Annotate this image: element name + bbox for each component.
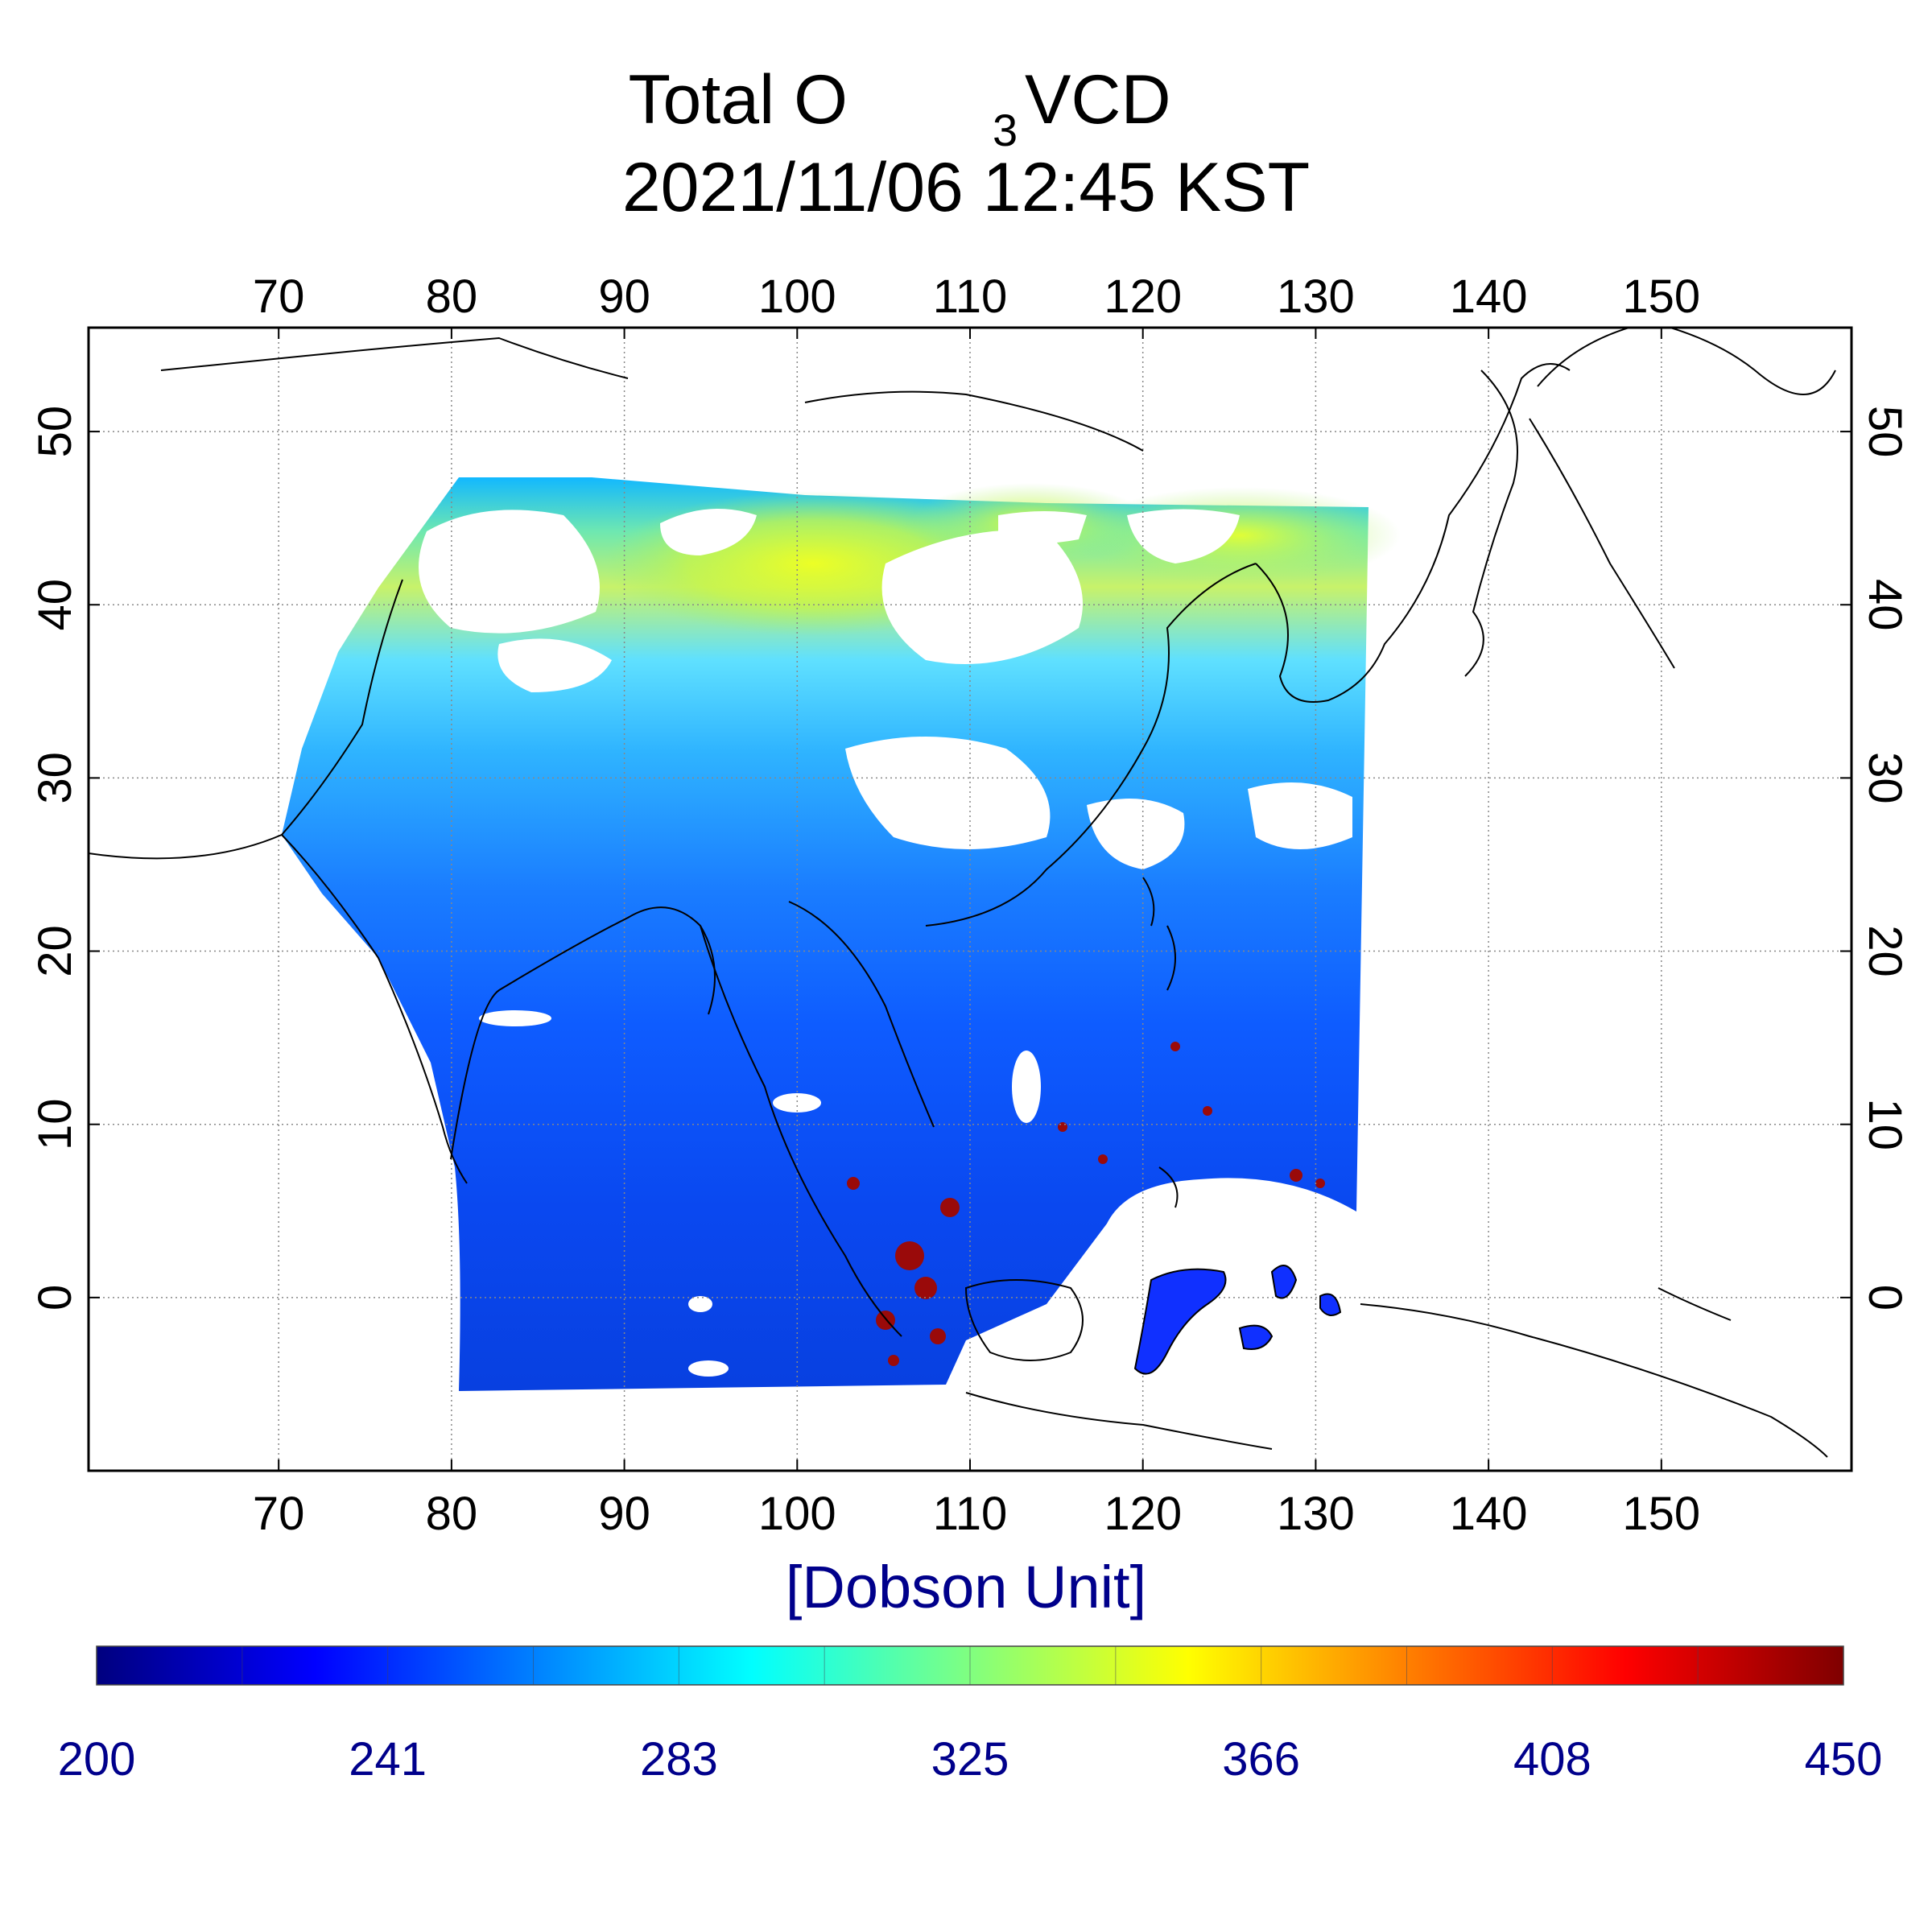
lat-tick-label-left: 20 — [29, 925, 81, 977]
lon-tick-label-bottom: 70 — [253, 1488, 305, 1540]
lon-tick-label-top: 100 — [758, 270, 836, 323]
lon-tick-label-bottom: 80 — [426, 1488, 478, 1540]
high-ozone-speckles — [847, 1042, 1325, 1366]
colorbar-tick-labels: 200 241 283 325 366 408 450 — [58, 1733, 1883, 1785]
lat-lon-grid — [89, 328, 1852, 1471]
lat-tick-label-left: 40 — [29, 579, 81, 631]
title-subscript: 3 — [993, 105, 1018, 155]
lon-tick-label-bottom: 100 — [758, 1488, 836, 1540]
lat-tick-label-left: 30 — [29, 752, 81, 804]
colorbar-dividers — [242, 1646, 1699, 1685]
lon-tick-label-bottom: 110 — [933, 1488, 1007, 1540]
lat-tick-label-left: 10 — [29, 1098, 81, 1150]
sulawesi-islands — [1133, 1265, 1342, 1375]
map-axes: 7070808090901001001101101201201301301401… — [29, 270, 1911, 1540]
lon-tick-label-top: 150 — [1622, 270, 1700, 323]
lat-tick-label-right: 10 — [1859, 1098, 1911, 1150]
lon-tick-label-top: 140 — [1450, 270, 1528, 323]
title-line1-suffix: VCD — [1025, 61, 1171, 138]
lat-tick-label-right: 40 — [1859, 579, 1911, 631]
lat-tick-label-left: 50 — [29, 406, 81, 458]
title-line1-prefix: Total O — [629, 61, 848, 138]
colorbar-tick-label: 408 — [1513, 1733, 1591, 1785]
colorbar-tick-label: 325 — [931, 1733, 1009, 1785]
lat-tick-label-right: 0 — [1859, 1285, 1911, 1311]
lon-tick-label-top: 70 — [253, 270, 305, 323]
colorbar-unit-label: [Dobson Unit] — [786, 1554, 1146, 1620]
lon-tick-label-top: 90 — [598, 270, 650, 323]
lat-tick-label-left: 0 — [29, 1285, 81, 1311]
lon-tick-label-bottom: 120 — [1104, 1488, 1182, 1540]
ozone-swath — [282, 477, 1368, 1391]
map-title: Total O 3 VCD 2021/11/06 12:45 KST — [622, 61, 1310, 226]
colorbar-tick-label: 241 — [349, 1733, 427, 1785]
colorbar-tick-label: 283 — [640, 1733, 718, 1785]
lon-tick-label-bottom: 90 — [598, 1488, 650, 1540]
map-plot-area — [89, 328, 1852, 1471]
lat-tick-label-right: 30 — [1859, 752, 1911, 804]
lon-tick-label-bottom: 140 — [1450, 1488, 1528, 1540]
coastlines — [89, 328, 1836, 1458]
lon-tick-label-top: 120 — [1104, 270, 1182, 323]
colorbar-tick-label: 450 — [1805, 1733, 1883, 1785]
cloud-mask — [419, 509, 1352, 1377]
colorbar-tick-label: 200 — [58, 1733, 136, 1785]
lon-tick-label-bottom: 130 — [1277, 1488, 1355, 1540]
colorbar: [Dobson Unit] 200 241 283 325 366 408 450 — [58, 1554, 1883, 1785]
title-datetime: 2021/11/06 12:45 KST — [622, 149, 1310, 226]
lon-tick-label-top: 130 — [1277, 270, 1355, 323]
lon-tick-label-top: 110 — [933, 270, 1007, 323]
lon-tick-label-top: 80 — [426, 270, 478, 323]
lat-tick-label-right: 50 — [1859, 406, 1911, 458]
lon-tick-label-bottom: 150 — [1622, 1488, 1700, 1540]
lat-tick-label-right: 20 — [1859, 925, 1911, 977]
colorbar-tick-label: 366 — [1222, 1733, 1300, 1785]
